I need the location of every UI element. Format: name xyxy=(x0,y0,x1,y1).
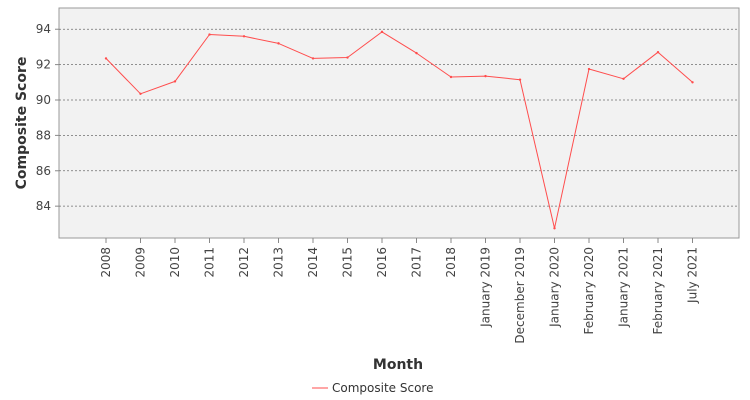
x-tick-label: 2010 xyxy=(168,247,182,278)
y-tick-label: 94 xyxy=(36,22,51,36)
x-axis: 2008 2009 2010 2011 2012 2013 2014 2015 2016 2017… xyxy=(99,238,700,344)
data-point xyxy=(173,80,177,83)
x-tick-label: January 2021 xyxy=(617,247,631,328)
data-point xyxy=(311,57,315,60)
data-point xyxy=(139,92,142,96)
x-tick-label: 2008 xyxy=(99,247,113,278)
x-tick-label: January 2019 xyxy=(479,247,493,328)
x-tick-label: 2014 xyxy=(306,247,320,278)
data-point xyxy=(242,35,246,38)
x-tick-label: 2017 xyxy=(410,247,424,278)
data-point xyxy=(380,30,384,34)
legend-label: Composite Score xyxy=(332,381,433,395)
y-tick-label: 92 xyxy=(36,58,51,72)
data-point xyxy=(104,57,108,60)
x-tick-label: December 2019 xyxy=(513,247,527,344)
x-tick-label: 2016 xyxy=(375,247,389,278)
x-tick-label: 2012 xyxy=(237,247,251,278)
data-point xyxy=(587,67,591,71)
data-point xyxy=(449,75,453,79)
data-point xyxy=(622,77,625,80)
x-axis-title: Month xyxy=(373,357,423,373)
legend: Composite Score xyxy=(312,381,433,395)
data-point xyxy=(656,51,660,54)
x-tick-label: 2015 xyxy=(341,247,355,278)
x-tick-label: 2009 xyxy=(134,247,148,278)
data-point xyxy=(208,33,211,36)
y-axis: 84 86 88 90 92 94 xyxy=(36,22,59,213)
x-tick-label: February 2020 xyxy=(582,247,596,335)
data-point xyxy=(518,78,522,81)
data-point xyxy=(691,81,694,84)
x-tick-label: 2013 xyxy=(272,247,286,278)
x-tick-label: January 2020 xyxy=(548,247,562,328)
series-line-composite-score xyxy=(105,31,693,229)
plot-area xyxy=(58,7,740,239)
series-layer xyxy=(104,30,694,230)
data-point xyxy=(346,56,349,59)
x-tick-label: July 2021 xyxy=(686,247,700,304)
data-point xyxy=(415,51,418,55)
y-axis-title: Composite Score xyxy=(14,57,30,190)
data-point xyxy=(277,42,280,45)
y-tick-label: 90 xyxy=(36,93,51,107)
x-tick-label: February 2021 xyxy=(651,247,665,335)
y-tick-label: 88 xyxy=(36,128,51,142)
x-tick-label: 2011 xyxy=(203,247,217,278)
data-point xyxy=(484,74,487,78)
y-tick-label: 84 xyxy=(36,199,51,213)
x-tick-label: 2018 xyxy=(444,247,458,278)
data-point xyxy=(553,227,556,230)
y-tick-label: 86 xyxy=(36,164,51,178)
gridlines xyxy=(59,28,739,207)
